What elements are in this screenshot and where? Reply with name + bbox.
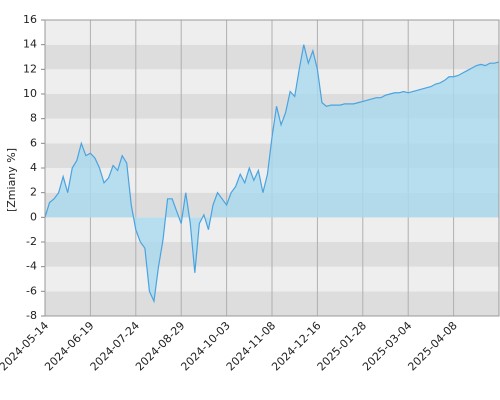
area bbox=[45, 44, 499, 302]
y-tick-label: -6 bbox=[26, 284, 37, 297]
y-tick-label: -4 bbox=[26, 260, 37, 273]
y-tick-label: -8 bbox=[26, 309, 37, 322]
y-tick-label: 2 bbox=[30, 186, 37, 199]
plot-frame bbox=[44, 19, 500, 317]
y-tick-label: 4 bbox=[30, 161, 37, 174]
y-tick-label: 16 bbox=[23, 13, 37, 26]
y-tick-label: 12 bbox=[23, 62, 37, 75]
x-tick-label: 2025-04-08 bbox=[405, 319, 459, 373]
y-tick-label: 10 bbox=[23, 87, 37, 100]
y-tick-label: 14 bbox=[23, 38, 37, 51]
line bbox=[44, 44, 500, 304]
y-tick-label: -2 bbox=[26, 235, 37, 248]
y-tick-label: 6 bbox=[30, 136, 37, 149]
y-tick-label: 0 bbox=[30, 210, 37, 223]
y-tick-label: 8 bbox=[30, 112, 37, 125]
y-axis-label: [Zmiany %] bbox=[5, 148, 18, 212]
